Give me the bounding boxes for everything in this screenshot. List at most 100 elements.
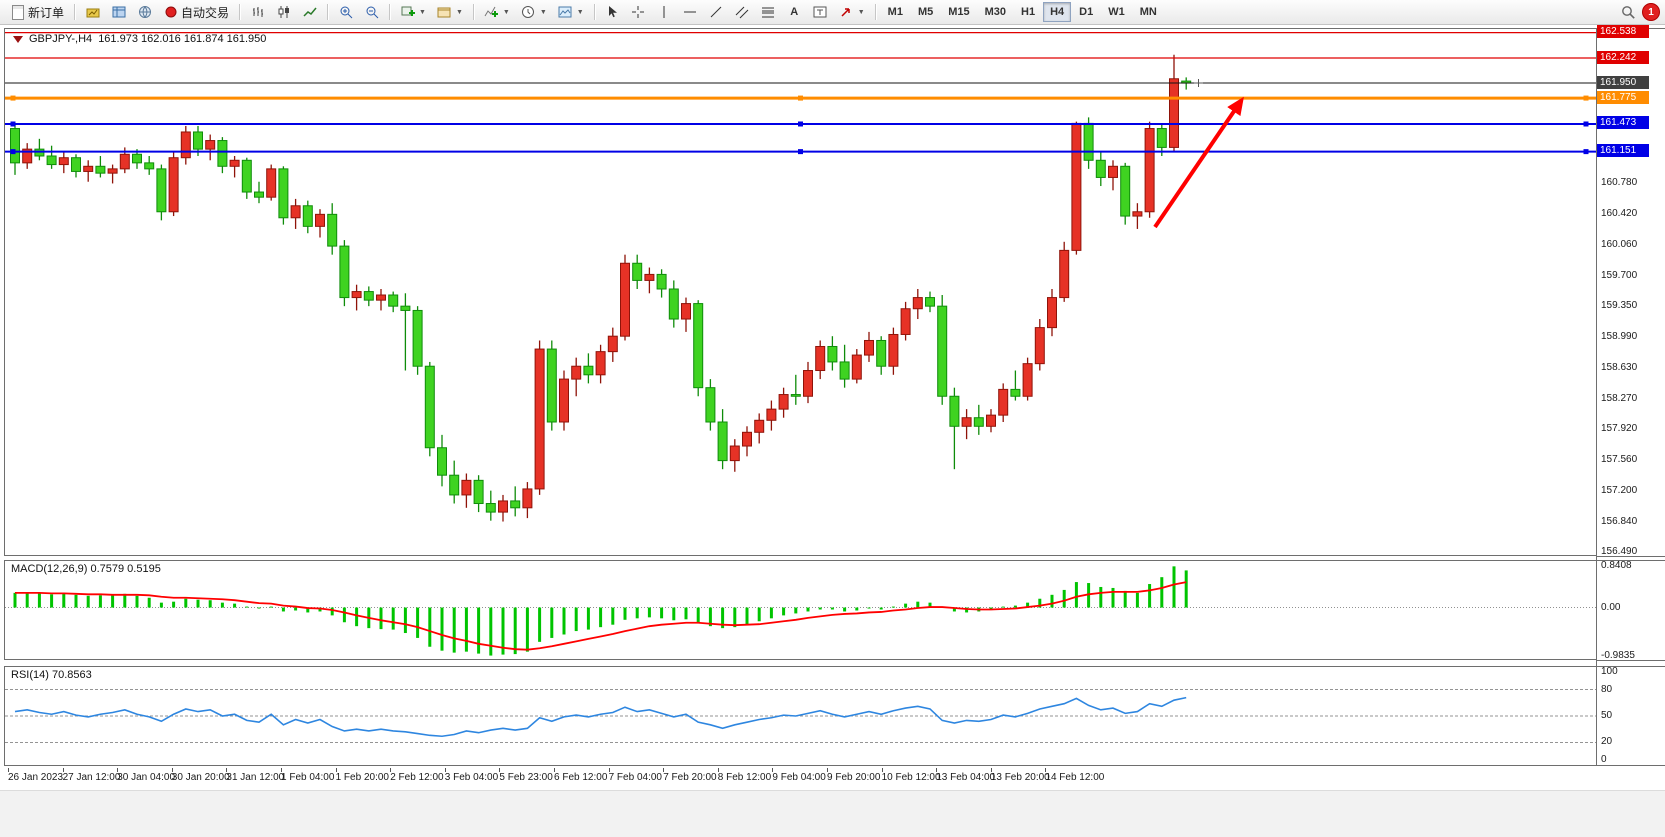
price-axis-label: 157.200 — [1601, 484, 1638, 496]
zoom-in-icon — [338, 5, 353, 20]
indicators-button[interactable]: ▼ — [479, 1, 515, 23]
main-chart-panel[interactable]: GBPJPY-,H4 161.973 162.016 161.874 161.9… — [4, 28, 1597, 556]
rsi-axis-label: 0 — [1601, 754, 1607, 765]
macd-panel[interactable]: MACD(12,26,9) 0.7579 0.5195 — [4, 560, 1597, 660]
price-axis[interactable]: 160.780 160.420 160.060 159.700 159.350 158.9… — [1596, 25, 1665, 766]
panel-divider — [1597, 765, 1665, 766]
line-handle[interactable] — [10, 149, 16, 155]
line-handle[interactable] — [1583, 95, 1589, 101]
timeframe-mn[interactable]: MN — [1139, 6, 1157, 18]
separator — [472, 4, 474, 20]
line-handle[interactable] — [798, 149, 803, 155]
time-axis-label: 30 Jan 04:00 — [117, 772, 176, 783]
time-axis-label: 13 Feb 20:00 — [990, 772, 1050, 783]
trend-arrow[interactable] — [1153, 96, 1244, 229]
market-watch-button[interactable] — [80, 1, 105, 23]
time-tick — [990, 768, 992, 772]
arrows-icon — [839, 5, 854, 20]
time-tick — [827, 768, 828, 772]
symbol-period-label: GBPJPY-,H4 — [29, 33, 93, 45]
horizontal-line-icon — [683, 5, 698, 20]
periods-clock-button[interactable]: ▼ — [516, 1, 552, 23]
price-axis-label: 159.700 — [1601, 270, 1638, 282]
rsi-line — [14, 696, 1187, 738]
trendline-button[interactable] — [704, 1, 729, 23]
text-icon: A — [790, 6, 799, 18]
timeframe-m1[interactable]: M1 — [887, 6, 903, 18]
time-axis-label: 26 Jan 2023 — [8, 772, 64, 783]
time-axis-label: 6 Feb 12:00 — [554, 772, 608, 783]
separator — [327, 4, 329, 20]
navigator-icon — [137, 5, 152, 20]
line-handle[interactable] — [10, 121, 16, 127]
indicators-icon — [484, 5, 499, 20]
timeframe-h1[interactable]: H1 — [1021, 6, 1036, 18]
macd-header: MACD(12,26,9) 0.7579 0.5195 — [11, 563, 161, 575]
time-tick — [62, 768, 64, 772]
trendline-icon — [709, 5, 724, 20]
label-button[interactable] — [808, 1, 833, 23]
zoom-out-button[interactable] — [359, 1, 384, 23]
macd-axis-label: 0.8408 — [1601, 560, 1632, 572]
timeframe-w1[interactable]: W1 — [1108, 6, 1125, 18]
text-button[interactable]: A — [782, 1, 807, 23]
timeframe-m5[interactable]: M5 — [917, 6, 934, 18]
time-axis-label: 1 Feb 20:00 — [335, 772, 389, 783]
horizontal-line-button[interactable] — [678, 1, 703, 23]
candlestick-series — [10, 54, 1192, 522]
line-handle[interactable] — [1583, 121, 1589, 127]
notification-badge[interactable]: 1 — [1642, 3, 1660, 21]
macd-histogram — [13, 566, 1188, 656]
main-toolbar: 新订单 自动交易 — [0, 0, 1665, 25]
time-axis[interactable]: 26 Jan 2023 27 Jan 12:00 30 Jan 04:00 30 Ja… — [4, 768, 1665, 788]
cursor-button[interactable] — [600, 1, 625, 23]
panel-divider — [1597, 560, 1665, 561]
new-chart-button[interactable]: ▼ — [395, 1, 431, 23]
channel-button[interactable] — [730, 1, 755, 23]
channel-icon — [735, 5, 750, 20]
time-tick — [171, 768, 173, 772]
search-button[interactable] — [1616, 1, 1641, 23]
vertical-line-icon — [657, 5, 672, 20]
line-handle[interactable] — [798, 95, 803, 101]
time-axis-label: 13 Feb 04:00 — [936, 772, 996, 783]
fibonacci-button[interactable] — [756, 1, 781, 23]
autotrade-button[interactable]: 自动交易 — [158, 1, 234, 23]
candles-chart-button[interactable] — [271, 1, 296, 23]
status-strip — [0, 790, 1665, 837]
timeframe-m15[interactable]: M15 — [948, 6, 970, 18]
timeframe-h4[interactable]: H4 — [1043, 2, 1072, 22]
rsi-panel[interactable]: RSI(14) 70.8563 — [4, 666, 1597, 766]
clock-icon — [521, 5, 536, 20]
crosshair-button[interactable] — [626, 1, 651, 23]
time-axis-label: 10 Feb 12:00 — [881, 772, 941, 783]
new-order-button[interactable]: 新订单 — [5, 1, 69, 23]
bars-chart-button[interactable] — [245, 1, 270, 23]
candles-chart-icon — [276, 5, 291, 20]
data-window-button[interactable] — [106, 1, 131, 23]
candlestick-chart[interactable] — [5, 29, 1596, 555]
vertical-line-button[interactable] — [652, 1, 677, 23]
label-icon — [813, 5, 828, 20]
line-handle[interactable] — [10, 95, 16, 101]
dropdown-caret-icon: ▼ — [502, 8, 510, 16]
dropdown-caret-icon: ▼ — [455, 8, 463, 16]
line-chart-button[interactable] — [297, 1, 322, 23]
dropdown-caret-icon: ▼ — [576, 8, 584, 16]
timeframe-d1[interactable]: D1 — [1079, 6, 1094, 18]
timeframe-m30[interactable]: M30 — [984, 6, 1007, 18]
price-axis-label: 160.780 — [1601, 177, 1638, 189]
line-handle[interactable] — [798, 121, 803, 127]
line-handle[interactable] — [1583, 149, 1589, 155]
arrows-button[interactable]: ▼ — [834, 1, 870, 23]
zoom-in-button[interactable] — [333, 1, 358, 23]
profiles-button[interactable]: ▼ — [432, 1, 468, 23]
new-order-icon — [10, 4, 25, 20]
time-axis-label: 7 Feb 04:00 — [608, 772, 662, 783]
navigator-button[interactable] — [132, 1, 157, 23]
price-axis-label: 158.630 — [1601, 361, 1638, 373]
templates-button[interactable]: ▼ — [553, 1, 589, 23]
panel-divider — [1597, 660, 1665, 661]
time-tick — [390, 768, 392, 772]
cursor-icon — [605, 5, 620, 20]
